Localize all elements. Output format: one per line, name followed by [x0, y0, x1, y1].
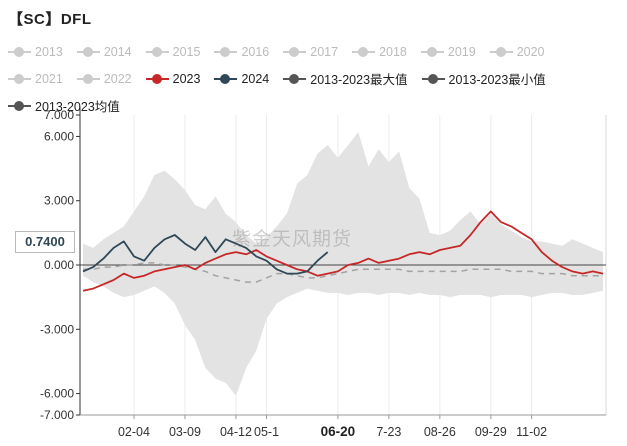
legend-label: 2024: [241, 71, 270, 86]
watermark: 紫金天风期货: [232, 228, 353, 250]
legend-row: 2013-2023均值: [8, 92, 623, 119]
legend-marker-icon: [352, 46, 376, 57]
y-tick-label: -7.000: [40, 408, 74, 422]
series-line-2013-2023均值: [83, 262, 603, 283]
x-tick-label: 09-29: [475, 425, 507, 439]
legend-label: 2023: [172, 71, 201, 86]
legend-label: 2021: [35, 71, 63, 86]
legend-marker-icon: [489, 46, 513, 57]
legend-item-2013-2023最大值[interactable]: 2013-2023最大值: [283, 69, 408, 88]
min-max-band: [83, 132, 603, 396]
x-tick-label: 7-23: [376, 425, 401, 439]
legend-row: 2013 2014 2015 2016 2017 2018 2019 2020: [8, 38, 623, 65]
legend-marker-icon: [145, 73, 169, 84]
legend-item-2018[interactable]: 2018: [352, 45, 407, 59]
x-tick-label: 11-02: [516, 425, 547, 439]
legend-label: 2014: [103, 44, 132, 59]
x-tick-label: 02-04: [118, 425, 150, 439]
x-tick-label: 06-20: [321, 424, 356, 439]
legend-marker-icon: [8, 46, 31, 57]
legend-item-2014[interactable]: 2014: [76, 44, 132, 59]
legend-label: 2015: [172, 44, 201, 59]
y-tick-label: 3.000: [44, 194, 74, 208]
current-value-marker: 0.7400: [15, 231, 75, 253]
legend-item-2013[interactable]: 2013: [8, 45, 63, 59]
legend-marker-icon: [420, 46, 444, 57]
legend-item-2019[interactable]: 2019: [420, 44, 476, 59]
legend-item-2013-2023均值[interactable]: 2013-2023均值: [8, 96, 120, 115]
legend-label: 2013: [35, 44, 63, 59]
legend-label: 2013-2023均值: [35, 100, 120, 114]
legend-marker-icon: [214, 73, 238, 84]
legend-row: 2021 2022 2023 2024 2013-2023最大值 2013-2023最小值: [8, 65, 623, 92]
series-line-2024: [82, 234, 329, 275]
legend: 2013 2014 2015 2016 2017 2018 2019 2020 2021 2022…: [8, 38, 623, 119]
legend-label: 2017: [310, 44, 339, 59]
legend-marker-icon: [214, 46, 238, 57]
y-tick-label: 0.000: [44, 258, 74, 272]
y-tick-label: -6.000: [40, 387, 74, 401]
legend-marker-icon: [8, 73, 31, 84]
series-line-2023: [82, 210, 604, 292]
legend-marker-icon: [145, 46, 169, 57]
x-tick-label: 04-12: [220, 425, 252, 439]
legend-marker-icon: [283, 46, 307, 57]
legend-marker-icon: [421, 73, 445, 84]
x-tick-label: 08-26: [424, 425, 456, 439]
x-tick-label: 03-09: [169, 425, 201, 439]
legend-item-2015[interactable]: 2015: [145, 44, 201, 59]
legend-item-2016[interactable]: 2016: [214, 45, 269, 59]
legend-marker-icon: [283, 73, 307, 84]
legend-label: 2016: [241, 44, 270, 59]
legend-item-2023[interactable]: 2023: [145, 71, 201, 86]
chart-title: 【SC】DFL: [8, 11, 92, 28]
legend-label: 2018: [379, 44, 407, 59]
legend-item-2021[interactable]: 2021: [8, 72, 63, 86]
legend-label: 2013-2023最小值: [448, 73, 546, 87]
legend-item-2020[interactable]: 2020: [489, 44, 545, 59]
legend-item-2024[interactable]: 2024: [214, 72, 269, 86]
y-tick-label: -3.000: [40, 322, 74, 336]
legend-label: 2013-2023最大值: [310, 73, 408, 87]
legend-item-2022[interactable]: 2022: [76, 71, 132, 86]
legend-label: 2022: [103, 71, 132, 86]
x-tick-label: 05-1: [254, 425, 279, 439]
y-tick-label: 6.000: [44, 129, 74, 143]
y-tick-label: 7.000: [44, 108, 74, 122]
legend-marker-icon: [8, 100, 31, 111]
legend-item-2013-2023最小值[interactable]: 2013-2023最小值: [421, 69, 546, 88]
legend-item-2017[interactable]: 2017: [283, 45, 338, 59]
legend-label: 2020: [516, 44, 545, 59]
legend-label: 2019: [447, 44, 476, 59]
legend-marker-icon: [76, 46, 100, 57]
legend-marker-icon: [76, 73, 100, 84]
